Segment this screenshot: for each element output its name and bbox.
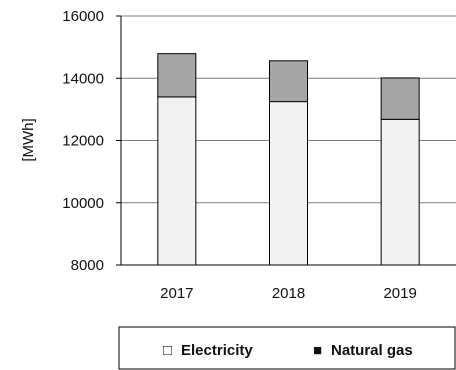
- bars: [157, 53, 420, 266]
- y-tick-label: 16000: [62, 8, 104, 25]
- legend-label-electricity: Electricity: [181, 342, 253, 359]
- bar-natural-gas-2018: [269, 60, 308, 103]
- legend-symbol-natural-gas: ■: [313, 342, 322, 359]
- y-axis-ticks: 8000 10000 12000 14000 16000: [62, 8, 121, 274]
- bar-electricity-2019: [380, 118, 420, 266]
- x-tick-label: 2019: [383, 285, 416, 302]
- y-tick-label: 14000: [62, 70, 104, 87]
- legend-label-natural-gas: Natural gas: [331, 342, 413, 359]
- y-tick-label: 8000: [71, 257, 104, 274]
- x-tick-label: 2018: [272, 285, 305, 302]
- x-axis-labels: 2017 2018 2019: [160, 285, 417, 302]
- y-axis-title: [MWh]: [20, 118, 37, 161]
- bar-electricity-2017: [157, 96, 197, 266]
- x-tick-label: 2017: [160, 285, 193, 302]
- legend: □ Electricity ■ Natural gas: [118, 326, 456, 370]
- y-tick-label: 10000: [62, 195, 104, 212]
- legend-box: [118, 326, 456, 370]
- legend-symbol-electricity: □: [163, 342, 172, 359]
- bar-natural-gas-2017: [157, 53, 197, 98]
- bar-electricity-2018: [269, 101, 308, 266]
- y-tick-label: 12000: [62, 133, 104, 150]
- bar-natural-gas-2019: [380, 77, 420, 120]
